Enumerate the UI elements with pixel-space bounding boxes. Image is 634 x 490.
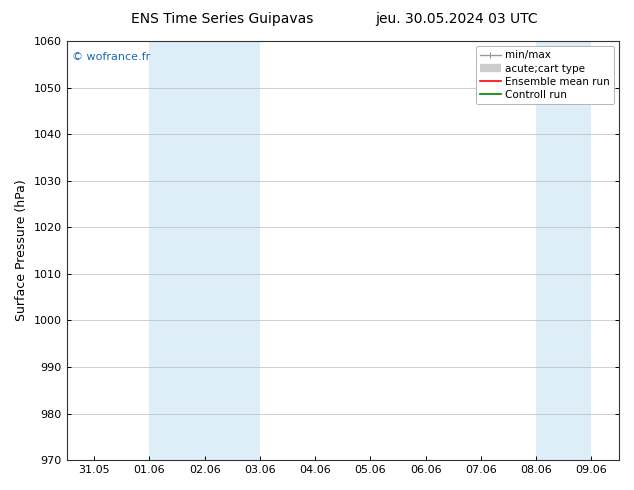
Y-axis label: Surface Pressure (hPa): Surface Pressure (hPa) [15,180,28,321]
Text: © wofrance.fr: © wofrance.fr [72,51,150,62]
Bar [536,41,592,460]
Bar [150,41,260,460]
Text: jeu. 30.05.2024 03 UTC: jeu. 30.05.2024 03 UTC [375,12,538,26]
Legend: min/max, acute;cart type, Ensemble mean run, Controll run: min/max, acute;cart type, Ensemble mean … [476,46,614,104]
Text: ENS Time Series Guipavas: ENS Time Series Guipavas [131,12,313,26]
